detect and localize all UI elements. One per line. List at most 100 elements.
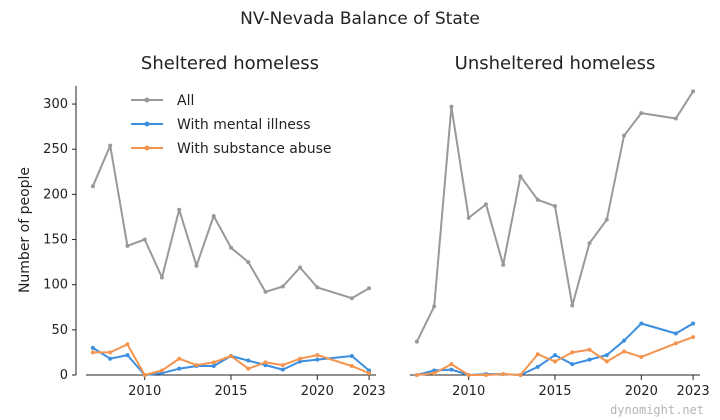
x-tick-label: 2020 <box>301 384 334 399</box>
data-point-all <box>604 217 609 222</box>
legend-label: All <box>177 93 194 109</box>
data-point-with-mental-illness <box>280 367 285 372</box>
y-tick-label: 100 <box>43 278 68 293</box>
data-point-all <box>483 202 488 207</box>
data-point-with-substance-abuse <box>432 371 437 376</box>
series-line-with-mental-illness <box>92 347 370 376</box>
data-point-all <box>501 262 506 267</box>
data-point-with-substance-abuse <box>367 371 372 376</box>
data-point-all <box>280 284 285 289</box>
data-point-with-substance-abuse <box>604 359 609 364</box>
chart-panel-1: Sheltered homeless 0 50 100 150 200 250 300 2010… <box>43 53 385 399</box>
data-point-with-substance-abuse <box>639 354 644 359</box>
data-point-all <box>263 289 268 294</box>
data-point-with-mental-illness <box>553 353 557 358</box>
data-point-with-mental-illness <box>691 321 696 326</box>
data-point-all <box>159 275 164 280</box>
watermark: dynomight.net <box>610 403 704 417</box>
data-point-with-substance-abuse <box>535 352 540 357</box>
legend-label: With substance abuse <box>177 141 332 157</box>
data-point-with-substance-abuse <box>673 341 678 346</box>
series-line-with-substance-abuse <box>92 343 370 376</box>
data-point-all <box>691 89 696 94</box>
data-point-with-substance-abuse <box>263 360 268 365</box>
y-tick-label: 200 <box>43 187 68 202</box>
series-line-all <box>91 144 370 300</box>
data-point-all <box>622 133 627 138</box>
data-point-with-substance-abuse <box>414 373 419 377</box>
data-point-with-substance-abuse <box>691 335 696 340</box>
data-point-with-substance-abuse <box>211 360 216 365</box>
data-point-all <box>315 285 320 290</box>
series-line-with-mental-illness <box>416 322 694 376</box>
data-point-with-mental-illness <box>125 353 130 358</box>
data-point-with-mental-illness <box>622 338 627 343</box>
data-point-with-substance-abuse <box>483 373 488 377</box>
data-point-all <box>142 237 147 242</box>
data-point-all <box>553 204 557 209</box>
x-tick-label: 2020 <box>625 384 658 399</box>
data-point-with-substance-abuse <box>108 350 113 355</box>
data-point-all <box>449 104 454 109</box>
y-tick-label: 250 <box>43 142 68 157</box>
data-point-with-substance-abuse <box>622 349 627 354</box>
legend-marker <box>144 121 150 127</box>
x-tick-label: 2015 <box>214 384 247 399</box>
y-tick-label: 150 <box>43 233 68 248</box>
data-point-with-mental-illness <box>639 321 644 326</box>
data-point-with-substance-abuse <box>553 359 557 364</box>
data-point-all <box>466 215 471 220</box>
data-point-all <box>90 184 95 189</box>
data-point-all <box>587 241 592 246</box>
y-tick-label: 50 <box>51 323 68 338</box>
data-point-with-substance-abuse <box>125 342 130 347</box>
data-point-with-mental-illness <box>535 364 540 369</box>
data-point-with-mental-illness <box>177 366 182 371</box>
legend-marker <box>144 97 150 103</box>
data-point-all <box>125 243 130 248</box>
data-point-all <box>367 286 372 291</box>
legend-label: With mental illness <box>177 117 311 133</box>
data-point-all <box>177 207 182 212</box>
data-point-all <box>639 111 644 116</box>
data-point-with-mental-illness <box>246 358 251 363</box>
data-point-with-substance-abuse <box>194 363 199 368</box>
series-line-all <box>416 90 694 343</box>
data-point-with-substance-abuse <box>570 350 575 355</box>
x-tick-label: 2023 <box>353 384 386 399</box>
data-point-with-substance-abuse <box>90 350 95 355</box>
data-point-with-substance-abuse <box>466 373 471 377</box>
data-point-with-mental-illness <box>315 357 320 362</box>
data-point-with-mental-illness <box>108 356 113 361</box>
x-tick-label: 2015 <box>538 384 571 399</box>
chart-legend: All With mental illness With substance abu… <box>131 93 332 157</box>
data-point-all <box>211 214 216 219</box>
data-point-with-mental-illness <box>604 353 609 358</box>
data-point-with-substance-abuse <box>246 366 251 371</box>
data-point-with-mental-illness <box>90 345 95 350</box>
x-tick-label: 2010 <box>128 384 161 399</box>
data-point-with-substance-abuse <box>315 353 320 358</box>
data-point-with-mental-illness <box>449 367 454 372</box>
data-point-with-mental-illness <box>349 354 354 359</box>
y-axis-label: Number of people <box>17 167 33 293</box>
data-point-all <box>518 174 523 179</box>
data-point-all <box>414 339 419 344</box>
data-point-with-substance-abuse <box>229 354 233 359</box>
data-point-with-mental-illness <box>570 362 575 367</box>
data-point-all <box>246 260 251 265</box>
data-point-with-substance-abuse <box>280 363 285 368</box>
chart-panels: Sheltered homeless 0 50 100 150 200 250 300 2010… <box>43 53 709 399</box>
data-point-all <box>432 304 437 309</box>
legend-marker <box>144 145 150 151</box>
panel-title: Unsheltered homeless <box>455 53 656 74</box>
data-point-with-substance-abuse <box>501 372 506 377</box>
x-tick-label: 2023 <box>677 384 710 399</box>
data-point-with-substance-abuse <box>349 363 354 368</box>
data-point-all <box>349 296 354 301</box>
data-point-all <box>570 303 575 308</box>
chart-panel-2: Unsheltered homeless 2010 2015 2020 2023 <box>410 53 710 399</box>
chart-title: NV-Nevada Balance of State <box>240 9 480 29</box>
data-point-all <box>673 116 678 121</box>
data-point-all <box>108 143 113 148</box>
